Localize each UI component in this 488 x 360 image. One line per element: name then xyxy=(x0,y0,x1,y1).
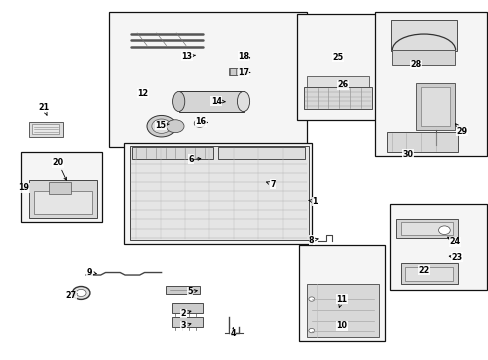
Bar xyxy=(306,76,368,87)
Bar xyxy=(389,204,487,291)
Bar xyxy=(390,21,456,51)
Text: 11: 11 xyxy=(336,294,347,307)
Text: 13: 13 xyxy=(181,52,195,61)
Bar xyxy=(391,50,454,65)
Text: 18: 18 xyxy=(238,52,249,61)
Text: 19: 19 xyxy=(19,183,30,192)
Bar xyxy=(228,68,244,75)
Text: 29: 29 xyxy=(455,124,467,136)
Text: 15: 15 xyxy=(155,121,169,130)
Circle shape xyxy=(438,226,449,234)
Bar xyxy=(299,245,384,341)
Text: 20: 20 xyxy=(53,158,66,180)
Bar xyxy=(395,220,457,238)
Circle shape xyxy=(72,287,90,300)
Text: 8: 8 xyxy=(308,236,317,245)
Text: 17: 17 xyxy=(238,68,249,77)
Bar xyxy=(217,147,305,159)
Bar xyxy=(304,87,371,109)
Bar xyxy=(109,12,306,147)
Bar xyxy=(29,122,63,137)
Text: 22: 22 xyxy=(417,266,428,275)
Circle shape xyxy=(431,144,439,149)
Text: 16: 16 xyxy=(195,117,207,126)
Bar xyxy=(415,83,454,130)
Bar xyxy=(130,146,308,240)
Text: 10: 10 xyxy=(336,321,347,330)
Circle shape xyxy=(166,120,183,133)
Circle shape xyxy=(76,289,86,297)
Bar xyxy=(132,147,212,159)
Circle shape xyxy=(308,328,314,333)
Bar xyxy=(32,125,59,134)
Text: 23: 23 xyxy=(448,253,461,262)
Bar xyxy=(400,263,457,284)
Bar xyxy=(178,91,243,112)
Bar xyxy=(172,303,203,314)
Bar xyxy=(405,267,452,281)
Text: 3: 3 xyxy=(181,321,190,330)
Bar xyxy=(123,143,311,244)
Text: 5: 5 xyxy=(187,287,197,296)
Text: 7: 7 xyxy=(266,180,275,189)
Bar xyxy=(420,87,449,126)
Text: 30: 30 xyxy=(402,150,412,159)
Text: 21: 21 xyxy=(38,103,49,115)
Bar xyxy=(374,12,487,156)
Bar xyxy=(49,182,71,194)
Text: 2: 2 xyxy=(181,309,190,318)
Text: 28: 28 xyxy=(409,60,421,69)
Bar xyxy=(29,180,97,218)
Text: 12: 12 xyxy=(137,89,148,98)
Circle shape xyxy=(147,116,176,137)
Ellipse shape xyxy=(237,91,249,112)
Text: 6: 6 xyxy=(188,155,201,164)
Text: 9: 9 xyxy=(86,268,96,277)
Text: 27: 27 xyxy=(66,291,77,300)
Circle shape xyxy=(152,119,171,134)
Bar xyxy=(172,317,203,327)
Bar xyxy=(21,152,102,222)
Text: 25: 25 xyxy=(332,53,343,62)
Ellipse shape xyxy=(172,91,184,112)
Text: 14: 14 xyxy=(210,96,225,105)
Bar xyxy=(386,132,457,152)
Text: 1: 1 xyxy=(308,197,317,206)
Circle shape xyxy=(308,297,314,301)
Bar xyxy=(297,14,376,120)
Circle shape xyxy=(194,120,204,127)
Bar xyxy=(400,222,452,234)
Text: 24: 24 xyxy=(447,237,460,246)
Bar xyxy=(166,286,199,294)
Text: 4: 4 xyxy=(230,328,236,338)
Text: 26: 26 xyxy=(337,81,348,90)
Bar xyxy=(34,191,92,214)
Bar xyxy=(306,284,378,337)
